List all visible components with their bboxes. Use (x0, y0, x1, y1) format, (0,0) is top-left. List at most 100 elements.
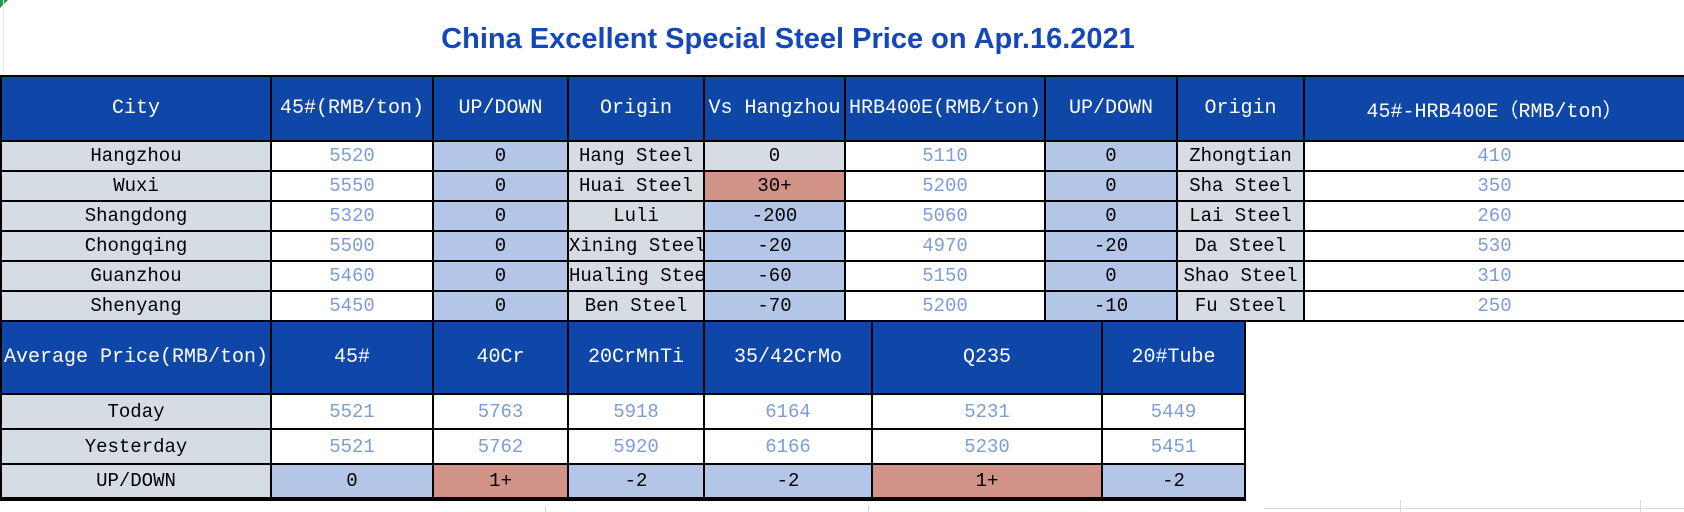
city-cell[interactable]: Chongqing (0, 230, 272, 262)
updown-cell[interactable]: 0 (432, 200, 569, 232)
col-header-origin[interactable]: Origin (567, 75, 705, 142)
updown-cell[interactable]: 0 (432, 140, 569, 172)
avg-col-header-45[interactable]: 45# (270, 320, 434, 395)
gridline (1400, 500, 1401, 512)
average-table-row-yesterday: Yesterday 5521 5762 5920 6166 5230 5451 (0, 428, 1246, 465)
gridline (1264, 508, 1684, 509)
avg-value-cell[interactable]: 5231 (871, 393, 1103, 430)
updown2-cell[interactable]: 0 (1044, 260, 1178, 292)
updown-cell[interactable]: 0 (432, 260, 569, 292)
city-cell[interactable]: Hangzhou (0, 140, 272, 172)
hrb400e-cell[interactable]: 4970 (844, 230, 1046, 262)
row-label[interactable]: Today (0, 393, 272, 430)
avg-updown-cell[interactable]: -2 (567, 463, 705, 500)
average-table-row-today: Today 5521 5763 5918 6164 5231 5449 (0, 393, 1246, 430)
price-45-cell[interactable]: 5450 (270, 290, 434, 322)
price-45-cell[interactable]: 5550 (270, 170, 434, 202)
avg-value-cell[interactable]: 5918 (567, 393, 705, 430)
spread-cell[interactable]: 350 (1303, 170, 1684, 202)
city-cell[interactable]: Wuxi (0, 170, 272, 202)
origin-cell[interactable]: Xining Steel (567, 230, 705, 262)
origin-cell[interactable]: Huai Steel (567, 170, 705, 202)
col-header-45[interactable]: 45#(RMB/ton) (270, 75, 434, 142)
col-header-updown[interactable]: UP/DOWN (432, 75, 569, 142)
avg-value-cell[interactable]: 5230 (871, 428, 1103, 465)
hrb400e-cell[interactable]: 5110 (844, 140, 1046, 172)
hrb400e-cell[interactable]: 5200 (844, 170, 1046, 202)
city-cell[interactable]: Guanzhou (0, 260, 272, 292)
col-header-spread[interactable]: 45#-HRB400E（RMB/ton） (1303, 75, 1684, 142)
origin2-cell[interactable]: Shao Steel (1176, 260, 1305, 292)
avg-col-header-40cr[interactable]: 40Cr (432, 320, 569, 395)
origin-cell[interactable]: Hualing Steel (567, 260, 705, 292)
hrb400e-cell[interactable]: 5150 (844, 260, 1046, 292)
vs-hangzhou-cell[interactable]: -200 (703, 200, 846, 232)
avg-value-cell[interactable]: 6166 (703, 428, 873, 465)
city-cell[interactable]: Shangdong (0, 200, 272, 232)
city-cell[interactable]: Shenyang (0, 290, 272, 322)
avg-updown-cell[interactable]: -2 (703, 463, 873, 500)
updown-cell[interactable]: 0 (432, 290, 569, 322)
updown-cell[interactable]: 0 (432, 230, 569, 262)
origin2-cell[interactable]: Lai Steel (1176, 200, 1305, 232)
hrb400e-cell[interactable]: 5200 (844, 290, 1046, 322)
avg-row-header[interactable]: Average Price(RMB/ton) (0, 320, 272, 395)
vs-hangzhou-cell[interactable]: 0 (703, 140, 846, 172)
row-label[interactable]: Yesterday (0, 428, 272, 465)
updown2-cell[interactable]: -20 (1044, 230, 1178, 262)
hrb400e-cell[interactable]: 5060 (844, 200, 1046, 232)
avg-value-cell[interactable]: 5521 (270, 393, 434, 430)
avg-col-header-3542crmo[interactable]: 35/42CrMo (703, 320, 873, 395)
price-45-cell[interactable]: 5320 (270, 200, 434, 232)
col-header-city[interactable]: City (0, 75, 272, 142)
excel-corner-flag-icon (0, 0, 8, 8)
avg-value-cell[interactable]: 5763 (432, 393, 569, 430)
updown2-cell[interactable]: 0 (1044, 200, 1178, 232)
origin-cell[interactable]: Ben Steel (567, 290, 705, 322)
updown2-cell[interactable]: 0 (1044, 170, 1178, 202)
col-header-vs-hangzhou[interactable]: Vs Hangzhou (703, 75, 846, 142)
col-header-hrb400e[interactable]: HRB400E(RMB/ton) (844, 75, 1046, 142)
avg-col-header-q235[interactable]: Q235 (871, 320, 1103, 395)
price-table-row: Chongqing 5500 0 Xining Steel -20 4970 -… (0, 230, 1684, 262)
spread-cell[interactable]: 530 (1303, 230, 1684, 262)
price-45-cell[interactable]: 5520 (270, 140, 434, 172)
avg-value-cell[interactable]: 5449 (1101, 393, 1246, 430)
price-45-cell[interactable]: 5460 (270, 260, 434, 292)
avg-value-cell[interactable]: 5451 (1101, 428, 1246, 465)
avg-updown-cell[interactable]: 0 (270, 463, 434, 500)
vs-hangzhou-cell[interactable]: 30+ (703, 170, 846, 202)
vs-hangzhou-cell[interactable]: -20 (703, 230, 846, 262)
price-table-row: Guanzhou 5460 0 Hualing Steel -60 5150 0… (0, 260, 1684, 292)
updown-cell[interactable]: 0 (432, 170, 569, 202)
col-header-updown2[interactable]: UP/DOWN (1044, 75, 1178, 142)
row-label[interactable]: UP/DOWN (0, 463, 272, 500)
average-price-table: Average Price(RMB/ton) 45# 40Cr 20CrMnTi… (0, 320, 1246, 501)
spread-cell[interactable]: 250 (1303, 290, 1684, 322)
vs-hangzhou-cell[interactable]: -60 (703, 260, 846, 292)
spread-cell[interactable]: 310 (1303, 260, 1684, 292)
spread-cell[interactable]: 260 (1303, 200, 1684, 232)
avg-updown-cell[interactable]: 1+ (871, 463, 1103, 500)
avg-col-header-20tube[interactable]: 20#Tube (1101, 320, 1246, 395)
avg-value-cell[interactable]: 5762 (432, 428, 569, 465)
avg-col-header-20crmnti[interactable]: 20CrMnTi (567, 320, 705, 395)
avg-value-cell[interactable]: 5920 (567, 428, 705, 465)
origin2-cell[interactable]: Zhongtian (1176, 140, 1305, 172)
avg-updown-cell[interactable]: 1+ (432, 463, 569, 500)
avg-updown-cell[interactable]: -2 (1101, 463, 1246, 500)
origin2-cell[interactable]: Fu Steel (1176, 290, 1305, 322)
price-45-cell[interactable]: 5500 (270, 230, 434, 262)
origin2-cell[interactable]: Da Steel (1176, 230, 1305, 262)
price-table: City 45#(RMB/ton) UP/DOWN Origin Vs Hang… (0, 75, 1684, 322)
origin-cell[interactable]: Hang Steel (567, 140, 705, 172)
col-header-origin2[interactable]: Origin (1176, 75, 1305, 142)
updown2-cell[interactable]: -10 (1044, 290, 1178, 322)
avg-value-cell[interactable]: 5521 (270, 428, 434, 465)
updown2-cell[interactable]: 0 (1044, 140, 1178, 172)
spread-cell[interactable]: 410 (1303, 140, 1684, 172)
avg-value-cell[interactable]: 6164 (703, 393, 873, 430)
origin2-cell[interactable]: Sha Steel (1176, 170, 1305, 202)
vs-hangzhou-cell[interactable]: -70 (703, 290, 846, 322)
origin-cell[interactable]: Luli (567, 200, 705, 232)
